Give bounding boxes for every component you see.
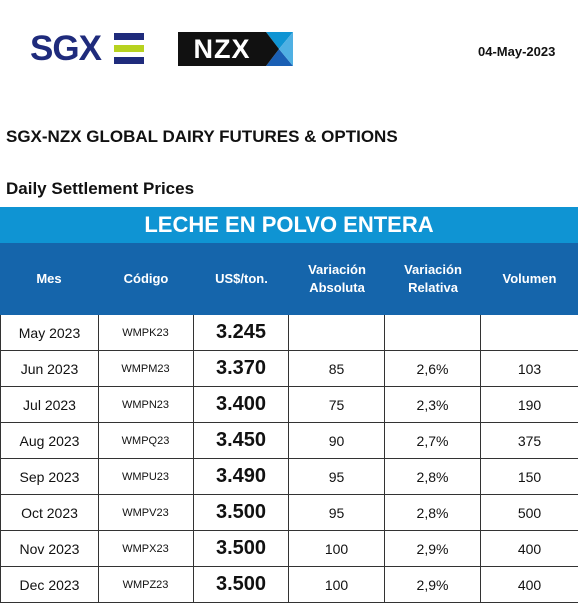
cell-variacion-absoluta: 85 [289, 351, 385, 387]
cell-volumen: 400 [481, 531, 578, 567]
column-header-volumen: Volumen [502, 271, 557, 286]
cell-volumen: 150 [481, 459, 578, 495]
nzx-logo: NZX [178, 32, 293, 66]
cell-variacion-absoluta: 95 [289, 459, 385, 495]
cell-price: 3.500 [194, 531, 289, 567]
cell-volumen [481, 315, 578, 351]
table-row: Aug 2023 WMPQ23 3.450 90 2,7% 375 [0, 423, 578, 459]
column-header-variacion-absoluta-line1: Variación [308, 262, 366, 277]
page-title: SGX-NZX GLOBAL DAIRY FUTURES & OPTIONS [6, 127, 398, 146]
cell-mes: Oct 2023 [0, 495, 99, 531]
sgx-logo: SGX [30, 30, 148, 68]
column-header-variacion-absoluta: Variación Absoluta [289, 243, 385, 315]
table-row: Jul 2023 WMPN23 3.400 75 2,3% 190 [0, 387, 578, 423]
cell-mes: May 2023 [0, 315, 99, 351]
page-subtitle: Daily Settlement Prices [6, 179, 195, 198]
cell-codigo: WMPX23 [98, 531, 194, 567]
cell-variacion-relativa: 2,9% [385, 567, 481, 603]
sgx-logo-bars-icon [114, 33, 144, 65]
column-header-variacion-relativa-line2: Relativa [408, 280, 458, 295]
cell-price: 3.490 [194, 459, 289, 495]
cell-variacion-relativa: 2,8% [385, 459, 481, 495]
nzx-logo-text: NZX [178, 32, 266, 66]
cell-variacion-absoluta: 75 [289, 387, 385, 423]
cell-variacion-relativa: 2,7% [385, 423, 481, 459]
cell-variacion-absoluta: 95 [289, 495, 385, 531]
table-header: Mes Código US$/ton. Variación Absoluta V… [0, 243, 578, 315]
report-date: 04-May-2023 [478, 44, 556, 59]
cell-variacion-absoluta: 90 [289, 423, 385, 459]
nzx-logo-x-icon [266, 32, 293, 66]
cell-codigo: WMPM23 [98, 351, 194, 387]
column-header-price: US$/ton. [215, 271, 268, 286]
table-row: May 2023 WMPK23 3.245 [0, 315, 578, 351]
sgx-logo-text: SGX [30, 29, 102, 68]
cell-price: 3.370 [194, 351, 289, 387]
cell-volumen: 190 [481, 387, 578, 423]
cell-variacion-relativa: 2,9% [385, 531, 481, 567]
column-header-variacion-relativa: Variación Relativa [385, 243, 481, 315]
cell-codigo: WMPU23 [98, 459, 194, 495]
cell-price: 3.400 [194, 387, 289, 423]
cell-price: 3.450 [194, 423, 289, 459]
cell-variacion-relativa: 2,8% [385, 495, 481, 531]
table-row: Jun 2023 WMPM23 3.370 85 2,6% 103 [0, 351, 578, 387]
cell-price: 3.500 [194, 495, 289, 531]
table-row: Dec 2023 WMPZ23 3.500 100 2,9% 400 [0, 567, 578, 603]
cell-mes: Jun 2023 [0, 351, 99, 387]
cell-price: 3.245 [194, 315, 289, 351]
cell-price: 3.500 [194, 567, 289, 603]
column-header-variacion-absoluta-line2: Absoluta [309, 280, 365, 295]
cell-volumen: 400 [481, 567, 578, 603]
table-row: Sep 2023 WMPU23 3.490 95 2,8% 150 [0, 459, 578, 495]
cell-variacion-relativa: 2,3% [385, 387, 481, 423]
product-banner: LECHE EN POLVO ENTERA [0, 207, 578, 243]
cell-volumen: 375 [481, 423, 578, 459]
cell-codigo: WMPZ23 [98, 567, 194, 603]
cell-codigo: WMPN23 [98, 387, 194, 423]
cell-mes: Jul 2023 [0, 387, 99, 423]
table-row: Oct 2023 WMPV23 3.500 95 2,8% 500 [0, 495, 578, 531]
cell-codigo: WMPK23 [98, 315, 194, 351]
cell-variacion-absoluta [289, 315, 385, 351]
column-header-mes: Mes [36, 271, 62, 286]
cell-volumen: 103 [481, 351, 578, 387]
cell-mes: Aug 2023 [0, 423, 99, 459]
cell-variacion-absoluta: 100 [289, 567, 385, 603]
column-header-codigo: Código [123, 271, 169, 286]
cell-mes: Dec 2023 [0, 567, 99, 603]
cell-codigo: WMPV23 [98, 495, 194, 531]
table-row: Nov 2023 WMPX23 3.500 100 2,9% 400 [0, 531, 578, 567]
column-header-variacion-relativa-line1: Variación [404, 262, 462, 277]
cell-mes: Sep 2023 [0, 459, 99, 495]
cell-mes: Nov 2023 [0, 531, 99, 567]
cell-volumen: 500 [481, 495, 578, 531]
cell-variacion-relativa: 2,6% [385, 351, 481, 387]
cell-variacion-relativa [385, 315, 481, 351]
cell-codigo: WMPQ23 [98, 423, 194, 459]
cell-variacion-absoluta: 100 [289, 531, 385, 567]
